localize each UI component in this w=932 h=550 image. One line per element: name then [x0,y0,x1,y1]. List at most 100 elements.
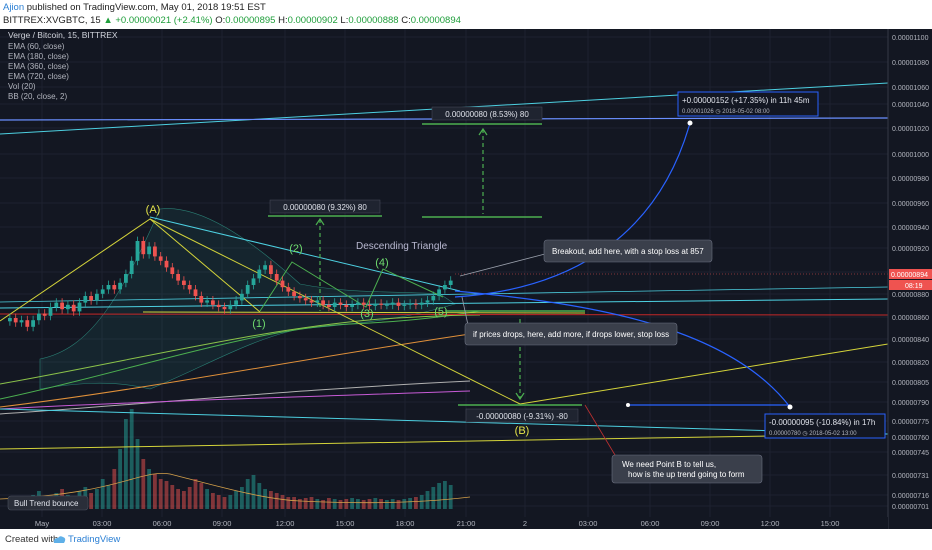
projection-up-curve [454,122,691,298]
last-price-tag [889,269,932,279]
candle-body [315,300,320,303]
volume-bar [425,491,430,509]
legend-item: BB (20, close, 2) [8,92,67,101]
price-chart[interactable]: (A) (1) (2) (3) (4) (5) (B) Descending Triangle… [0,29,932,529]
label-point-2: (2) [289,243,302,255]
symbol-label: BITTREX:XVGBTC, 15 [3,15,101,26]
candle-body [77,302,82,312]
candle-body [367,304,372,306]
measure-top-box [431,106,543,121]
candle-body [240,293,244,301]
volume-bar [321,500,325,509]
volume-bar [361,500,366,509]
candle-body [13,318,18,323]
candle-body [42,313,47,316]
candle-body [199,296,204,303]
x-tick-label: 09:00 [701,519,720,528]
candle-body [298,296,302,299]
candle-body [350,304,354,307]
volume-bar [408,498,412,509]
measure-left-label: 0.00000080 (9.32%) 80 [283,203,367,212]
x-axis-panel [0,517,888,529]
author-link[interactable]: Ajion [3,2,25,13]
candle-body [118,282,122,290]
x-tick-label: 2 [523,519,527,528]
lower-channel-line [0,408,889,435]
volume-bar [124,419,128,509]
target-up-label: +0.00000152 (+17.35%) in 11h 45m [682,96,810,105]
candle-body [205,300,209,303]
candle-body [327,304,331,307]
y-tick-label: 0.00000880 [892,292,929,299]
target-down-end-dot [787,404,793,410]
note-pointb-pointer [584,404,619,461]
y-tick-label: 0.00000860 [892,315,929,322]
candle-body [245,285,250,294]
publish-text: published on TradingView.com, May 01, 20… [24,2,266,13]
up-arrow-icon: ▲ [103,15,113,26]
candle-body [431,296,436,301]
annotations: (A) (1) (2) (3) (4) (5) (B) Descending Triangle… [7,91,886,511]
note-breakout-text: Breakout, add here, with a stop loss at … [552,247,704,256]
tradingview-link[interactable]: TradingView [68,534,121,545]
volume-bar [367,499,372,509]
candle-body [373,303,378,306]
volume-bar [303,498,308,509]
low-value: 0.00000888 [348,15,399,26]
candle-body [129,260,134,274]
candle-body [263,265,267,270]
y-tick-label: 0.00000820 [892,360,929,367]
volume-bar [153,474,157,509]
candle-body [448,280,453,285]
candle-body [147,246,151,255]
target-down-box [764,413,886,439]
legend-item: EMA (180, close) [8,52,69,61]
candle-body [95,293,99,301]
candle-body [414,303,418,305]
candle-body [361,302,366,305]
volume-bar [280,495,285,509]
note-drop-box [464,322,678,346]
candle-body [321,300,325,305]
measure-left-arrow [315,217,325,226]
candle-body [356,302,360,305]
candle-body [71,304,76,312]
candle-body [83,296,88,303]
volume-bar [396,500,401,509]
candle-body [153,246,157,257]
y-tick-label: 0.00001020 [892,126,929,133]
target-down-sublabel: 0.00000780 ◷ 2018-05-02 13:00 [769,431,857,437]
candle-body [187,285,192,290]
label-point-a: (A) [146,204,161,216]
candle-body [396,302,401,306]
candle-body [48,307,53,316]
x-tick-label: 06:00 [641,519,660,528]
candle-body [437,289,441,296]
y-tick-label: 0.00000940 [892,225,929,232]
label-point-1: (1) [252,318,265,330]
projection-down-curve [454,290,791,408]
ohlc-line: BITTREX:XVGBTC, 15 ▲ +0.00000021 (+2.41%… [3,15,461,26]
note-pointb-text-2: how is the up trend going to form [628,470,745,479]
y-axis: 0.00001100 0.00001080 0.00001060 0.00001040… [887,29,932,529]
volume-bar [234,491,238,509]
volume-bar [141,459,146,509]
volume-bar [292,497,296,509]
candle-body [251,278,256,285]
candle-body [408,303,412,305]
volume-bar [112,469,117,509]
volume-bar [298,499,302,509]
candle-body [19,320,24,323]
x-tick-label: 21:00 [457,519,476,528]
ema-purple-line [0,390,471,410]
note-pointb-text-1: We need Point B to tell us, [622,460,716,469]
volume-bar [373,498,378,509]
chart-area[interactable]: (A) (1) (2) (3) (4) (5) (B) Descending Triangle… [0,29,932,529]
volume-bar [187,487,192,509]
x-tick-label: 09:00 [213,519,232,528]
y-tick-label: 0.00000980 [892,176,929,183]
volume-bar [222,497,227,509]
last-price-label: 0.00000894 [891,272,928,279]
candle-body [8,318,12,322]
candle-body [228,304,233,310]
